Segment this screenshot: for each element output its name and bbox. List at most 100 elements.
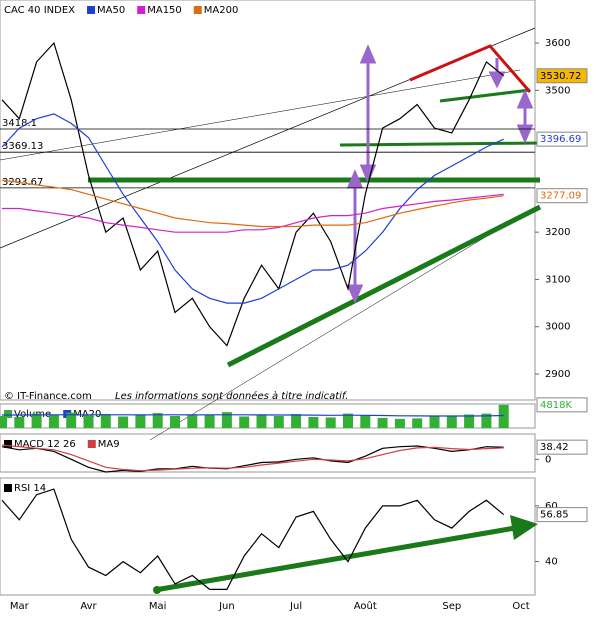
legend-label: MA9 — [98, 439, 120, 450]
bar — [481, 413, 492, 428]
legend-swatch — [87, 6, 96, 14]
last-value-label: 3277.09 — [540, 191, 581, 202]
level-label: 3418.1 — [2, 118, 37, 129]
bar — [152, 413, 163, 428]
bar — [291, 414, 302, 428]
series-line — [1, 445, 504, 473]
bar — [498, 404, 509, 428]
last-value-label: 38.42 — [540, 442, 569, 453]
bar — [100, 414, 111, 428]
support-line — [339, 141, 541, 147]
trend-support — [226, 204, 542, 368]
last-value-box — [536, 439, 588, 455]
legend-label: MA150 — [147, 5, 182, 16]
y-tick-label: 0 — [545, 454, 551, 465]
last-value-box — [536, 507, 588, 523]
series-line — [1, 488, 505, 590]
bar — [308, 416, 319, 428]
legend-swatch — [4, 410, 12, 418]
bar — [239, 416, 250, 428]
last-value-box — [536, 397, 588, 413]
bar — [429, 415, 440, 428]
x-tick-label: Avr — [80, 601, 97, 612]
legend-label: RSI 14 — [14, 483, 46, 494]
bar — [325, 417, 336, 428]
last-value-label: 3396.69 — [540, 134, 581, 145]
y-tick-label: 3600 — [545, 38, 570, 49]
legend-label: MACD 12 26 — [14, 439, 76, 450]
last-value-box — [536, 131, 588, 147]
support-line — [439, 88, 531, 103]
rsi-trend — [154, 525, 516, 593]
series-line — [2, 193, 504, 233]
trend-line — [149, 206, 536, 441]
price-panel — [0, 0, 536, 401]
legend-swatch — [87, 440, 96, 448]
x-tick-label: Sep — [442, 601, 461, 612]
bar — [31, 413, 42, 428]
legend-swatch — [193, 6, 202, 14]
bar — [394, 418, 405, 428]
y-tick-label: 60 — [545, 501, 558, 512]
bar — [412, 418, 423, 428]
bar — [360, 415, 371, 428]
x-tick-label: Mar — [10, 601, 30, 612]
trend-line — [0, 69, 521, 161]
rsi-arrow — [510, 515, 538, 540]
annotations — [88, 44, 542, 594]
bar — [221, 412, 232, 428]
series-line — [1, 41, 505, 347]
y-tick-label: 3100 — [545, 274, 570, 285]
bar — [135, 415, 146, 428]
bar — [464, 414, 475, 428]
volume-panel — [0, 403, 536, 429]
legend-swatch — [4, 484, 12, 492]
rsi-panel — [0, 477, 536, 596]
resistance-line — [409, 44, 532, 93]
legend-swatch — [4, 440, 12, 448]
y-tick-label: 2900 — [545, 369, 570, 380]
bar — [83, 415, 94, 428]
bar — [187, 415, 198, 428]
bar — [377, 417, 388, 428]
legend-label: MA50 — [97, 5, 125, 16]
bar — [66, 412, 77, 428]
y-tick-label: 3000 — [545, 322, 570, 333]
x-tick-label: Jul — [289, 601, 302, 612]
level-label: 3369.13 — [2, 141, 43, 152]
series-line — [1, 179, 504, 228]
bar — [170, 416, 180, 428]
macd-panel — [0, 433, 536, 473]
level-label: 3293.67 — [2, 177, 43, 188]
disclaimer: Les informations sont données à titre in… — [115, 390, 348, 402]
x-tick-label: Oct — [512, 601, 529, 612]
last-value-label: 3530.72 — [540, 71, 581, 82]
bar — [343, 413, 353, 428]
bar — [204, 414, 215, 428]
x-tick-label: Jun — [218, 601, 235, 612]
y-tick-label: 40 — [545, 557, 558, 568]
y-tick-label: 3200 — [545, 227, 570, 238]
source: © IT-Finance.com — [4, 391, 92, 402]
bar — [14, 416, 25, 428]
x-tick-label: Mai — [149, 601, 167, 612]
legend-label: CAC 40 INDEX — [4, 5, 75, 16]
rsi-point — [153, 586, 161, 594]
series-line — [1, 444, 504, 472]
last-value-label: 4818K — [540, 400, 572, 411]
series-line — [1, 113, 504, 304]
y-tick-label: 3500 — [545, 85, 570, 96]
legend-label: MA200 — [204, 5, 239, 16]
last-value-box — [536, 68, 588, 84]
x-tick-label: Août — [354, 600, 377, 612]
last-value-label: 56.85 — [540, 510, 569, 521]
bar — [118, 416, 129, 428]
bar — [273, 416, 284, 428]
bar — [0, 416, 7, 428]
last-value-box — [536, 188, 588, 204]
bar — [446, 416, 457, 428]
legend-swatch — [137, 6, 146, 14]
bar — [256, 415, 267, 428]
